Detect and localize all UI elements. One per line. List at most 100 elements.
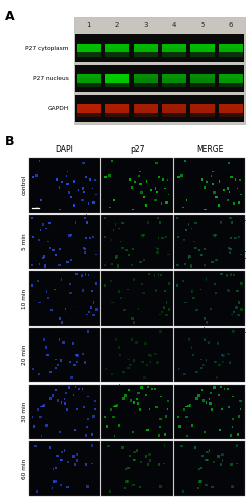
Bar — [77, 74, 101, 82]
Bar — [230, 176, 233, 178]
Bar — [133, 401, 135, 404]
Bar — [156, 251, 159, 254]
Bar — [102, 227, 103, 228]
Bar — [75, 354, 77, 356]
Bar — [71, 188, 72, 189]
Bar — [62, 329, 63, 330]
Bar — [128, 389, 130, 391]
Bar — [95, 466, 96, 467]
Bar — [33, 184, 34, 185]
Bar — [239, 196, 240, 197]
Bar — [190, 113, 215, 117]
Bar — [220, 386, 222, 388]
Bar — [207, 336, 208, 337]
Bar — [84, 248, 86, 250]
Bar — [149, 354, 152, 357]
Bar — [138, 295, 139, 296]
Bar — [218, 485, 219, 486]
Bar — [102, 328, 173, 382]
Bar — [143, 376, 146, 378]
Bar — [74, 174, 75, 176]
Bar — [222, 361, 224, 362]
Bar — [162, 244, 163, 245]
Bar — [78, 238, 79, 240]
Bar — [213, 386, 215, 388]
Bar — [204, 318, 206, 320]
Bar — [231, 221, 233, 224]
Bar — [204, 264, 206, 266]
Bar — [88, 172, 89, 173]
Bar — [95, 194, 97, 196]
Bar — [160, 396, 162, 398]
Bar — [160, 479, 161, 480]
Bar — [142, 204, 143, 205]
Bar — [158, 295, 159, 296]
Bar — [69, 292, 72, 294]
Bar — [109, 314, 110, 315]
Bar — [64, 402, 66, 404]
Bar — [115, 356, 116, 357]
Bar — [94, 369, 95, 370]
Bar — [92, 314, 95, 316]
Bar — [175, 236, 176, 237]
Bar — [147, 261, 148, 262]
Bar — [70, 234, 72, 236]
Bar — [112, 174, 113, 175]
Bar — [198, 468, 199, 470]
Bar — [219, 180, 220, 184]
Bar — [48, 432, 49, 433]
Bar — [237, 449, 238, 450]
Bar — [178, 426, 181, 428]
Bar — [138, 308, 139, 310]
Bar — [165, 451, 166, 452]
Bar — [150, 188, 152, 190]
Bar — [47, 378, 48, 379]
Bar — [156, 362, 159, 364]
Bar — [74, 192, 75, 193]
Bar — [217, 183, 218, 184]
Bar — [73, 251, 74, 252]
Bar — [70, 196, 72, 198]
Bar — [219, 359, 220, 360]
Bar — [240, 254, 242, 255]
Bar — [123, 461, 124, 462]
Bar — [70, 376, 73, 378]
Bar — [175, 228, 176, 229]
Bar — [219, 429, 221, 430]
Bar — [214, 282, 215, 283]
Bar — [219, 113, 243, 117]
Text: P27 nucleus: P27 nucleus — [33, 76, 68, 81]
Bar — [182, 206, 184, 208]
Bar — [229, 251, 231, 254]
Bar — [56, 455, 59, 457]
Bar — [178, 328, 179, 329]
Bar — [212, 183, 214, 186]
Bar — [188, 255, 190, 258]
Bar — [156, 336, 157, 337]
Bar — [120, 250, 121, 251]
Bar — [52, 487, 53, 490]
Bar — [115, 240, 116, 241]
Bar — [236, 306, 238, 308]
Bar — [50, 228, 51, 229]
Bar — [88, 274, 89, 276]
Bar — [138, 470, 139, 472]
Bar — [44, 164, 45, 166]
Bar — [65, 256, 66, 257]
Bar — [227, 236, 228, 238]
Bar — [77, 486, 78, 487]
Bar — [77, 52, 101, 56]
Bar — [37, 280, 39, 282]
Bar — [199, 470, 200, 471]
Bar — [119, 449, 120, 450]
Bar — [73, 429, 76, 431]
Bar — [30, 351, 31, 352]
Bar — [65, 296, 66, 298]
Bar — [198, 480, 201, 484]
Bar — [93, 164, 94, 165]
Bar — [103, 444, 104, 445]
Bar — [49, 246, 51, 249]
Bar — [96, 258, 97, 260]
Bar — [82, 478, 83, 479]
Bar — [127, 359, 128, 360]
